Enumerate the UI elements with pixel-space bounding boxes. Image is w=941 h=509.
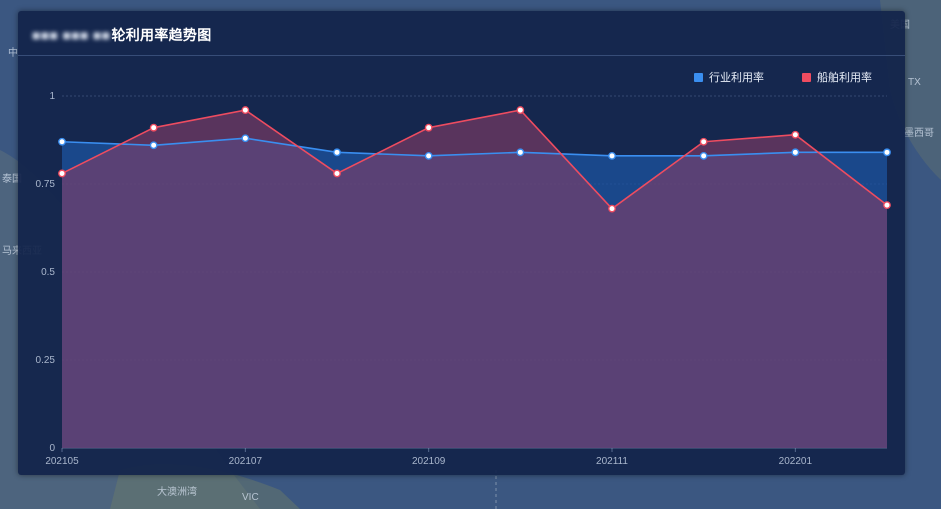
x-tick-label: 202111 — [596, 456, 628, 467]
y-tick-label: 1 — [49, 91, 55, 102]
series-point-0 — [791, 148, 800, 157]
y-tick-label: 0.75 — [36, 179, 56, 190]
series-point-1 — [149, 123, 158, 132]
series-point-0 — [333, 148, 341, 157]
chart-panel: ■■■ ■■■ ■■轮利用率趋势图 行业利用率 船舶利用率 0 0.25 0.5 0.… — [18, 11, 905, 475]
map-label: 泰国 — [2, 174, 22, 185]
series-point-1 — [608, 204, 616, 213]
chart-title: ■■■ ■■■ ■■轮利用率趋势图 — [32, 25, 212, 45]
y-tick-label: 0.25 — [36, 355, 56, 366]
series-point-0 — [516, 148, 525, 157]
x-tick-label: 202201 — [779, 456, 813, 467]
series-point-1 — [241, 106, 250, 114]
legend-item-industry[interactable]: 行业利用率 — [694, 69, 764, 85]
chart-plot: 0 0.25 0.5 0.75 1 202105 202107 202109 202111 202… — [36, 91, 891, 467]
series-point-1 — [699, 137, 708, 146]
legend-swatch-ship — [802, 72, 811, 82]
x-tick-label: 202107 — [229, 456, 263, 467]
legend-item-ship[interactable]: 船舶利用率 — [802, 69, 872, 85]
legend-label-ship: 船舶利用率 — [817, 72, 872, 84]
map-label: 大澳洲湾 — [157, 487, 197, 498]
x-tick-label: 202109 — [412, 456, 446, 467]
y-tick-label: 0.5 — [41, 267, 55, 278]
series-point-1 — [424, 123, 433, 132]
series-area-1 — [62, 110, 887, 448]
series-point-0 — [608, 151, 616, 160]
series-point-1 — [791, 130, 800, 139]
series-point-1 — [333, 169, 341, 178]
series-point-0 — [58, 137, 66, 146]
map-label: TX — [908, 77, 921, 88]
series-point-1 — [516, 106, 525, 114]
series-point-0 — [883, 148, 891, 157]
chart-title-text: 轮利用率趋势图 — [111, 27, 212, 43]
series-point-1 — [883, 201, 891, 210]
series-line-0 — [61, 137, 887, 157]
x-tick-label: 202105 — [45, 456, 79, 467]
series-point-0 — [149, 141, 158, 150]
series-line-1 — [61, 109, 888, 210]
series-point-1 — [58, 169, 66, 178]
map-label: 墨西哥 — [904, 128, 934, 139]
series-point-0 — [699, 151, 708, 160]
legend-swatch-industry — [694, 72, 703, 82]
obscured-title-prefix: ■■■ ■■■ ■■ — [32, 27, 111, 43]
series-point-0 — [424, 151, 433, 160]
title-divider — [18, 55, 905, 56]
map-label: 中 — [8, 48, 18, 59]
map-label: VIC — [242, 492, 259, 503]
series-point-0 — [241, 134, 250, 143]
y-tick-label: 0 — [49, 443, 55, 454]
legend-label-industry: 行业利用率 — [709, 72, 764, 84]
